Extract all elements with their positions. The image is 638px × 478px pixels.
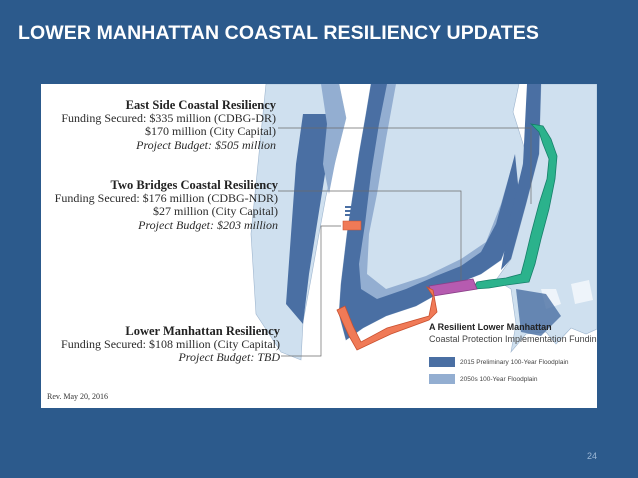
two-bridges-name: Two Bridges Coastal Resiliency <box>110 178 278 192</box>
page-number: 24 <box>587 451 598 461</box>
lower-manhattan-annotation: Lower Manhattan Resiliency Funding Secur… <box>61 324 280 365</box>
legend-label-2015: 2015 Preliminary 100-Year Floodplain <box>460 359 569 366</box>
east-side-funding-1: Funding Secured: $335 million (CDBG-DR) <box>61 111 276 125</box>
two-bridges-funding-1: Funding Secured: $176 million (CDBG-NDR) <box>54 191 278 205</box>
hudson-piers <box>345 206 365 216</box>
legend-swatch-2015 <box>429 357 455 367</box>
floodplain-2015 <box>339 84 519 340</box>
map-graphic <box>250 84 597 361</box>
revision-date: Rev. May 20, 2016 <box>47 392 109 401</box>
battery-park-segment <box>342 220 362 231</box>
lower-manhattan-budget: Project Budget: TBD <box>178 350 280 365</box>
jersey-floodplain <box>286 114 331 324</box>
legend-swatch-2050s <box>429 374 455 384</box>
east-side-annotation: East Side Coastal Resiliency Funding Sec… <box>61 98 276 152</box>
legend-label-2050s: 2050s 100-Year Floodplain <box>460 376 538 383</box>
east-side-funding-2: $170 million (City Capital) <box>145 124 276 139</box>
brooklyn-detail <box>541 280 593 309</box>
jersey-floodplain-light <box>321 84 346 194</box>
legend-subtitle: Coastal Protection Implementation Fundin… <box>429 334 597 344</box>
two-bridges-annotation: Two Bridges Coastal Resiliency Funding S… <box>55 178 278 232</box>
slide-title: LOWER MANHATTAN COASTAL RESILIENCY UPDAT… <box>18 22 539 44</box>
east-side-budget: Project Budget: $505 million <box>136 137 276 152</box>
two-bridges-funding-2: $27 million (City Capital) <box>153 204 278 219</box>
brooklyn-waterfront <box>516 289 561 336</box>
leader-lower-manhattan <box>281 225 341 357</box>
map-panel: East Side Coastal Resiliency Funding Sec… <box>41 84 597 408</box>
lower-manhattan-funding: Funding Secured: $108 million (City Capi… <box>61 337 280 351</box>
leader-east-side <box>278 127 532 204</box>
leader-two-bridges <box>278 190 462 282</box>
lower-manhattan-name: Lower Manhattan Resiliency <box>125 324 280 338</box>
lower-manhattan-alignment <box>336 285 438 351</box>
east-side-name: East Side Coastal Resiliency <box>125 98 276 112</box>
two-bridges-budget: Project Budget: $203 million <box>138 217 278 232</box>
legend-title: A Resilient Lower Manhattan <box>429 322 552 332</box>
